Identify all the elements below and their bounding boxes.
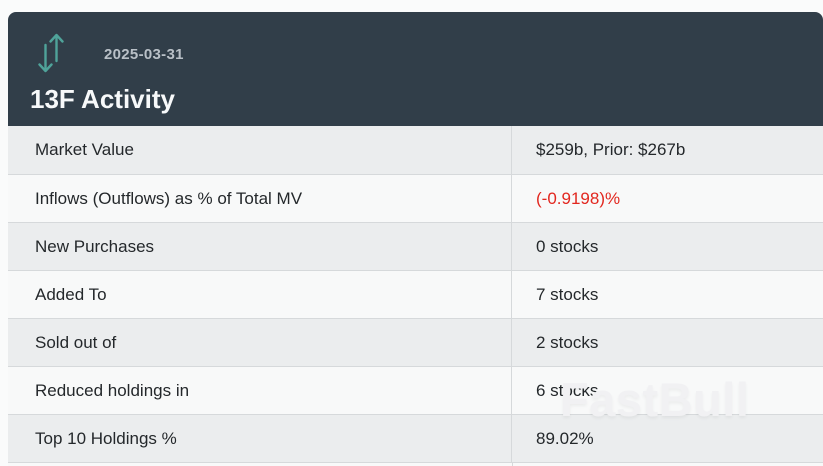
row-value: $259b, Prior: $267b xyxy=(536,140,686,159)
table-row: Inflows (Outflows) as % of Total MV (-0.… xyxy=(8,174,823,222)
row-value: 89.02% xyxy=(536,428,594,448)
partial-next-row-label-cell xyxy=(8,463,513,466)
row-value: 2 stocks xyxy=(536,332,599,352)
report-date: 2025-03-31 xyxy=(104,46,184,63)
row-value: 6 stocks xyxy=(536,380,599,400)
partial-next-row xyxy=(8,462,823,466)
row-value: (-0.9198)% xyxy=(536,188,621,208)
table-row: New Purchases 0 stocks xyxy=(8,222,823,270)
row-label: New Purchases xyxy=(8,223,512,270)
13f-activity-card: 2025-03-31 13F Activity Market Value $25… xyxy=(8,12,823,466)
card-title: 13F Activity xyxy=(30,84,175,114)
row-label: Top 10 Holdings % xyxy=(8,415,512,462)
table-row: Reduced holdings in 6 stocks xyxy=(8,366,823,414)
card-header: 2025-03-31 13F Activity xyxy=(8,12,823,126)
row-label: Market Value xyxy=(8,126,512,174)
table-row: Top 10 Holdings % 89.02% xyxy=(8,414,823,462)
row-label: Reduced holdings in xyxy=(8,367,512,414)
activity-table-body: Market Value $259b, Prior: $267b Inflows… xyxy=(8,126,823,462)
row-label: Sold out of xyxy=(8,319,512,366)
row-label: Added To xyxy=(8,271,512,318)
table-row: Sold out of 2 stocks xyxy=(8,318,823,366)
table-row: Added To 7 stocks xyxy=(8,270,823,318)
row-label: Inflows (Outflows) as % of Total MV xyxy=(8,175,512,222)
table-row: Market Value $259b, Prior: $267b xyxy=(8,126,823,174)
row-value: 7 stocks xyxy=(536,284,599,304)
row-value: 0 stocks xyxy=(536,236,599,256)
up-down-arrows-icon xyxy=(38,32,64,74)
